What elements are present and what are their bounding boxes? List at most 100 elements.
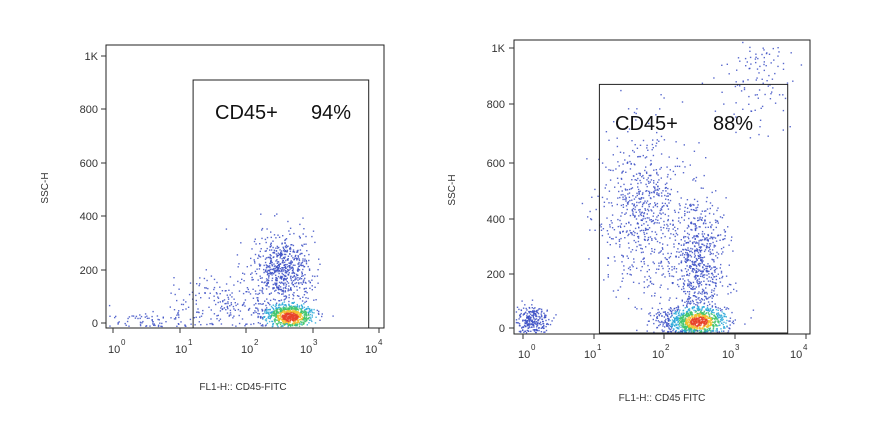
right-event-point — [632, 213, 634, 215]
right-event-point — [656, 268, 658, 270]
left-event-point — [289, 265, 291, 267]
left-event-point — [246, 287, 249, 289]
right-event-point — [666, 324, 668, 326]
left-event-point — [292, 268, 294, 270]
right-event-point — [638, 191, 640, 193]
right-event-point — [679, 278, 681, 280]
right-event-point — [666, 182, 668, 184]
right-event-point — [684, 330, 686, 332]
right-event-point — [690, 250, 692, 252]
left-event-point — [302, 264, 304, 267]
left-event-point — [198, 284, 200, 287]
right-event-point — [677, 211, 680, 214]
left-event-point — [219, 286, 221, 288]
left-event-point — [268, 311, 270, 313]
right-event-point — [701, 230, 704, 233]
right-event-point — [698, 323, 700, 326]
right-event-point — [613, 121, 615, 123]
right-event-point — [771, 91, 773, 93]
left-event-point — [279, 249, 281, 251]
right-event-point — [635, 119, 637, 121]
left-event-point — [267, 301, 269, 304]
right-event-point — [677, 314, 679, 317]
left-event-point — [264, 281, 266, 283]
right-event-point — [699, 251, 702, 253]
left-event-point — [228, 314, 231, 316]
left-event-point — [300, 304, 303, 306]
right-event-point — [724, 313, 726, 316]
left-event-point — [227, 307, 229, 310]
right-event-point — [655, 272, 657, 274]
left-event-point — [276, 256, 278, 258]
right-event-point — [675, 316, 678, 318]
left-event-point — [267, 269, 269, 272]
right-event-point — [681, 318, 683, 320]
left-event-point — [303, 228, 305, 230]
right-event-point — [747, 79, 749, 81]
right-event-point — [651, 230, 653, 233]
left-event-point — [289, 308, 291, 310]
right-event-point — [690, 314, 693, 316]
right-event-point — [720, 263, 722, 266]
left-event-point — [311, 275, 314, 277]
right-event-point — [652, 206, 655, 208]
right-event-point — [758, 72, 760, 74]
right-event-point — [699, 239, 702, 241]
right-event-point — [771, 78, 774, 80]
right-event-point — [624, 198, 626, 201]
right-event-point — [662, 248, 664, 250]
left-event-point — [305, 300, 308, 303]
left-event-point — [211, 322, 213, 325]
left-event-point — [281, 316, 283, 318]
right-event-point — [729, 324, 731, 326]
right-event-point — [708, 325, 711, 327]
left-event-point — [278, 266, 281, 268]
left-event-point — [219, 310, 222, 312]
right-event-point — [715, 324, 718, 326]
right-event-point — [674, 325, 676, 327]
right-event-point — [689, 313, 692, 315]
left-event-point — [287, 274, 290, 276]
right-event-point — [671, 310, 673, 313]
right-event-point — [706, 237, 708, 239]
right-event-point — [620, 177, 623, 180]
right-event-point — [630, 162, 632, 165]
left-event-point — [310, 319, 312, 321]
left-event-point — [278, 300, 281, 302]
left-event-point — [283, 279, 285, 281]
right-event-point — [648, 174, 650, 177]
right-event-point — [670, 331, 673, 333]
left-event-point — [128, 325, 130, 327]
left-event-point — [258, 255, 260, 258]
right-event-point — [694, 180, 697, 182]
left-event-point — [261, 308, 263, 311]
right-event-point — [689, 259, 691, 262]
left-event-point — [297, 263, 299, 265]
right-gate-percent: 88% — [713, 113, 753, 135]
right-event-point — [627, 234, 629, 237]
right-event-point — [634, 214, 636, 217]
left-event-point — [296, 303, 298, 306]
right-event-point — [694, 227, 697, 229]
right-event-point — [658, 265, 660, 267]
left-event-point — [223, 299, 226, 301]
right-event-point — [675, 324, 678, 327]
left-event-point — [256, 307, 258, 309]
right-event-point — [691, 222, 693, 225]
right-event-point — [675, 141, 677, 143]
left-event-point — [109, 325, 111, 327]
right-event-point — [730, 291, 732, 294]
right-event-point — [705, 287, 707, 289]
right-event-point — [530, 320, 533, 323]
left-event-point — [237, 266, 239, 268]
left-event-point — [295, 324, 297, 326]
right-event-point — [657, 219, 659, 221]
right-event-point — [622, 206, 625, 208]
left-event-point — [286, 249, 289, 252]
left-event-point — [279, 323, 282, 326]
right-event-point — [526, 320, 528, 322]
right-event-point — [679, 315, 681, 317]
right-event-point — [693, 306, 695, 308]
right-event-point — [527, 317, 530, 319]
right-event-point — [692, 295, 695, 297]
